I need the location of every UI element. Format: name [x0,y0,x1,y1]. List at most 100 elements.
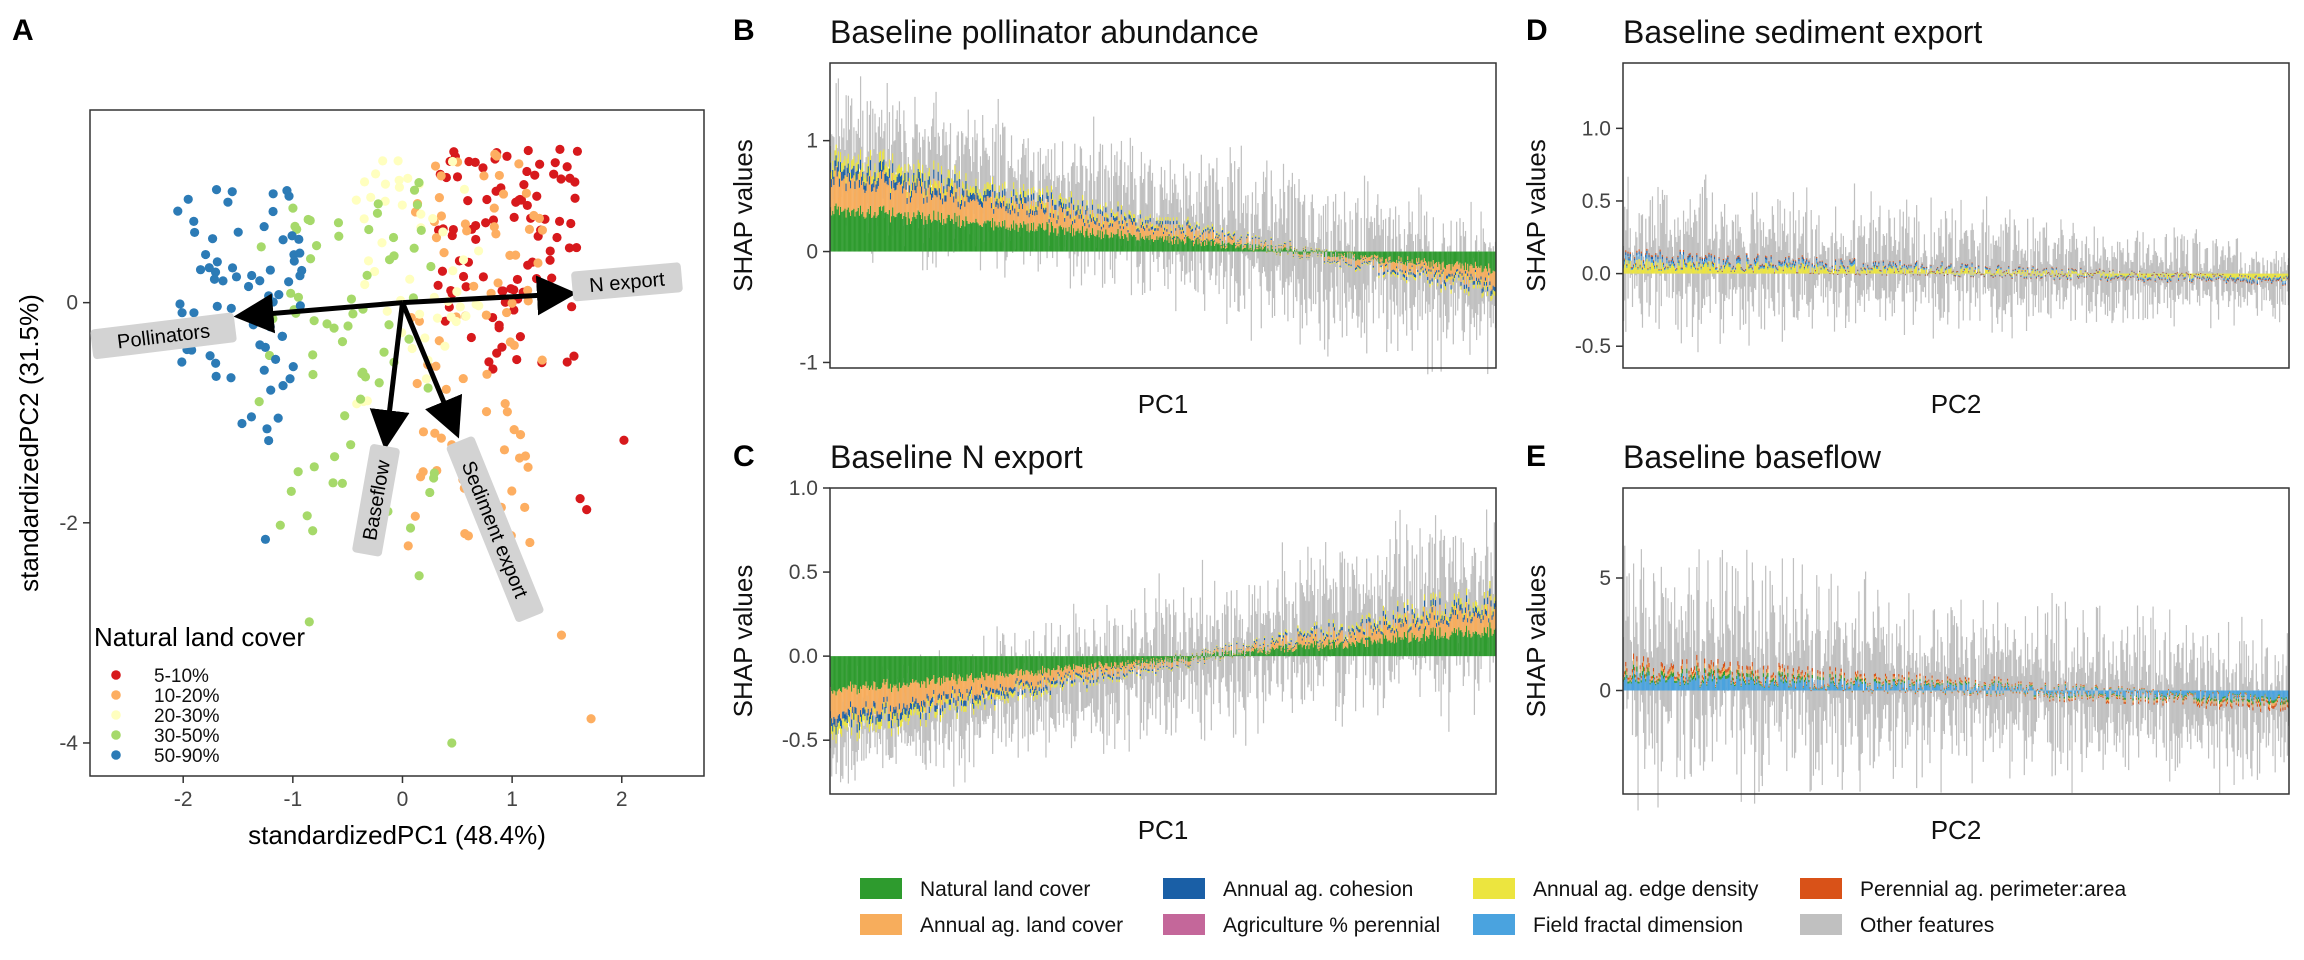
shap-bar-annual_land [1241,248,1244,251]
shap-bar-cohesion [872,715,874,723]
shap-bar-edge_density [1372,267,1375,270]
shap-bar-edge_density [1169,217,1171,222]
shap-bar-natural [1053,656,1055,669]
shap-bar-edge_density [833,168,835,177]
shap-bar-annual_land [1018,670,1020,683]
shap-bar-natural [1166,656,1168,662]
shap-bar-annual_land [1043,212,1045,230]
shap-bar-annual_land [1417,261,1419,270]
shap-bar-cohesion [1003,200,1005,207]
shap-bar-natural [1140,656,1143,664]
shap-bar-natural [1268,250,1270,252]
shap-bar-edge_density [1025,684,1027,688]
shap-bar-edge_density [905,715,907,722]
shap-bar-annual_land [915,193,917,219]
scatter-point [418,427,429,437]
shap-bar-edge_density [1472,284,1474,289]
shap-bar-other [1053,652,1055,725]
shap-bar-annual_land [1286,248,1288,250]
shap-bar-other [1476,235,1478,341]
shap-bar-edge_density [1034,206,1036,211]
shap-bar-other [1296,249,1298,302]
shap-bar-cohesion [893,706,895,714]
shap-bar-cohesion [901,175,903,184]
shap-bar-natural [1196,238,1198,252]
shap-bar-other [1114,618,1116,749]
shap-bar-other [858,137,861,169]
shap-bar-annual_land [1398,256,1400,260]
shap-bar-annual_land [852,684,854,707]
shap-bar-other [1060,680,1063,702]
shap-bar-edge_density [855,163,857,172]
shap-bar-annual_land [1024,674,1026,689]
shap-bar-natural [1358,251,1360,260]
shap-bar-other [927,690,929,741]
shap-bar-cohesion [1421,266,1423,269]
shap-bar-other [1064,670,1066,706]
shap-bar-other [916,124,918,209]
shap-bar-natural [1440,251,1442,271]
shap-bar-edge_density [1451,276,1453,280]
shap-bar-cohesion [1197,237,1199,239]
shap-bar-annual_land [1250,248,1252,250]
shap-bar-other [849,105,852,206]
shap-bar-edge_density [1110,669,1113,671]
shap-bar-natural [843,210,845,252]
shap-bar-natural [1022,227,1024,252]
shap-bar-annual_land [1450,270,1452,286]
shap-bar-edge_density [1187,216,1189,221]
shap-bar-annual_land [1043,673,1045,688]
shap-bar-edge_density [974,188,976,195]
shap-bar-natural [1115,656,1117,663]
shap-bar-natural [975,218,977,252]
shap-bar-edge_density [1444,286,1447,291]
shap-bar-edge_density [1066,681,1068,685]
shap-bar-cohesion [1300,256,1302,258]
shap-bar-natural [1039,224,1042,252]
panel-frame [829,62,1497,369]
shap-bar-annual_land [1099,213,1101,231]
shap-bar-cohesion [1306,256,1308,258]
shap-bar-other [1030,170,1033,195]
shap-bar-annual_land [909,682,912,704]
scatter-point [520,502,530,512]
shap-bar-natural [990,656,993,678]
shap-bar-cohesion [970,686,973,691]
shap-bar-cohesion [1184,237,1186,239]
shap-bar-edge_density [891,728,893,737]
shap-bar-edge_density [1023,686,1025,690]
shap-bar-natural [1068,656,1070,665]
shap-bar-edge_density [869,719,872,727]
shap-bar-other [1200,154,1202,271]
shap-bar-edge_density [1482,291,1484,297]
shap-bar-edge_density [1220,244,1222,246]
shap-bar-cohesion [1158,223,1160,227]
shap-bar-edge_density [846,723,848,731]
shap-bar-cohesion [918,172,921,181]
shap-bar-annual_land [1069,218,1071,234]
shap-bar-cohesion [942,705,944,712]
shap-bar-natural [1347,251,1349,253]
shap-bar-edge_density [1105,669,1107,672]
shap-bar-annual_land [1452,266,1454,279]
shap-bar-edge_density [877,721,879,730]
shap-bar-annual_land [1129,219,1131,234]
shap-bar-other [999,134,1002,231]
shap-bar-cohesion [1131,670,1134,672]
shap-bar-annual_land [1060,207,1063,228]
shap-bar-edge_density [839,152,842,163]
shap-bar-natural [1115,234,1117,252]
shap-bar-other [935,91,937,268]
shap-bar-natural [1339,251,1341,260]
shap-bar-cohesion [1014,687,1016,691]
shap-bar-cohesion [879,160,882,171]
shap-bar-annual_land [1230,239,1232,245]
shap-bar-annual_land [922,684,924,707]
shap-bar-other [1313,242,1316,268]
shap-bar-annual_land [1080,218,1083,234]
shap-bar-cohesion [1168,234,1170,237]
shap-bar-other [1163,624,1165,683]
shap-bar-edge_density [891,172,893,181]
shap-bar-cohesion [1038,687,1040,692]
